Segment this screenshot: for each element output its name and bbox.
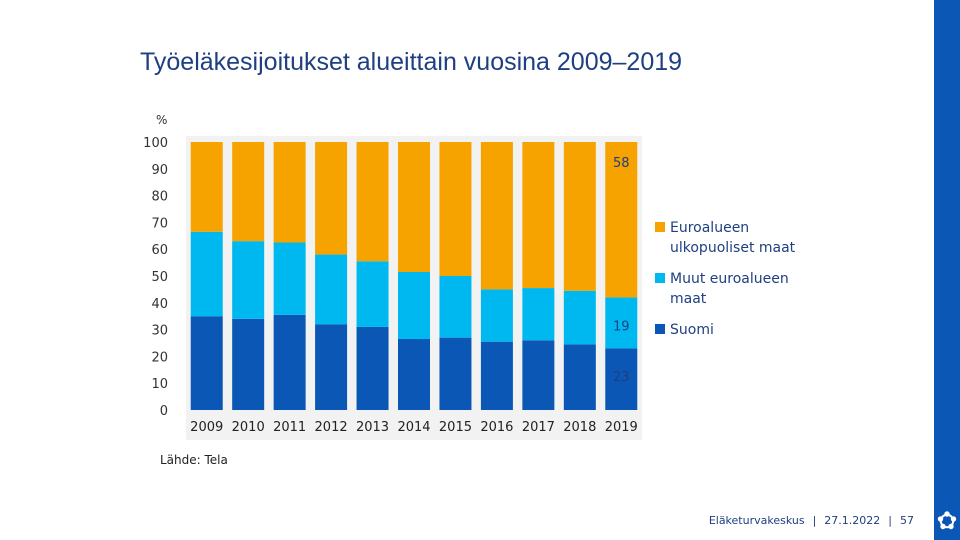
legend-swatch-lightblue [655, 273, 665, 283]
y-tick-label: 70 [151, 216, 168, 231]
bar-segment [315, 142, 348, 255]
x-tick-label: 2016 [480, 420, 513, 435]
bar-segment [605, 142, 638, 298]
bar-segment [190, 316, 223, 410]
footer-page-number: 57 [900, 514, 914, 527]
y-tick-label: 90 [151, 163, 168, 178]
y-tick-label: 100 [143, 136, 168, 151]
bar-segment [522, 142, 555, 289]
page-title: Työeläkesijoitukset alueittain vuosina 2… [140, 48, 683, 76]
bar-segment [480, 341, 513, 410]
bar-segment [273, 314, 306, 410]
legend-swatch-orange [655, 222, 665, 232]
bar-segment [563, 142, 596, 291]
bar-segment [232, 318, 265, 410]
brand-side-bar [934, 0, 960, 540]
legend-label-suomi: Suomi [670, 322, 714, 338]
bar-segment [232, 142, 265, 242]
data-label: 23 [613, 370, 630, 385]
data-label: 19 [613, 319, 630, 334]
footer-org: Eläketurvakeskus [708, 514, 805, 527]
x-tick-label: 2012 [315, 420, 348, 435]
y-tick-label: 20 [151, 350, 168, 365]
bar-segment [480, 142, 513, 290]
legend-swatch-darkblue [655, 324, 665, 334]
legend-label-muut-euroalueen: Muut euroalueen maat [670, 271, 789, 307]
x-tick-label: 2011 [273, 420, 306, 435]
brand-logo-icon [937, 511, 957, 530]
bar-segment [232, 241, 265, 319]
y-tick-label: 10 [151, 377, 168, 392]
footer-date: 27.1.2022 [824, 514, 881, 527]
x-tick-label: 2018 [563, 420, 596, 435]
footer: Eläketurvakeskus | 27.1.2022 | 57 [708, 514, 914, 527]
bar-segment [439, 337, 472, 410]
bar-segment [522, 288, 555, 341]
y-tick-label: 50 [151, 270, 168, 285]
bar-segment [273, 142, 306, 243]
bar-segment [605, 297, 638, 349]
x-tick-label: 2013 [356, 420, 389, 435]
x-tick-label: 2009 [190, 420, 223, 435]
bar-segment [563, 290, 596, 345]
bar-segment [315, 324, 348, 410]
bar-segment [356, 261, 389, 327]
x-tick-label: 2014 [397, 420, 430, 435]
bar-segment [480, 289, 513, 342]
bar-segment [273, 242, 306, 315]
bar-segment [439, 142, 472, 276]
bar-segment [356, 142, 389, 262]
legend-label-euroalueen-ulkopuoliset: Euroalueen ulkopuoliset maat [670, 220, 796, 256]
bar-segment [522, 340, 555, 410]
bar-segment [439, 276, 472, 338]
x-tick-label: 2017 [522, 420, 555, 435]
x-tick-label: 2015 [439, 420, 472, 435]
bar-segment [398, 142, 430, 272]
chart-source: Lähde: Tela [160, 453, 228, 467]
y-tick-label: 40 [151, 297, 168, 312]
x-tick-label: 2010 [232, 420, 265, 435]
stacked-bar-chart: % 0 10 20 30 40 50 60 70 80 90 100 2009 2010 2011 2012 2… [143, 113, 642, 440]
y-tick-label: 30 [151, 324, 168, 339]
bar-segment [605, 348, 638, 410]
bar-segment [398, 338, 430, 410]
bar-segment [315, 254, 348, 325]
bar-segment [398, 271, 430, 339]
bar-segment [190, 142, 223, 232]
y-tick-label: 0 [160, 404, 168, 419]
x-tick-label: 2019 [605, 420, 638, 435]
y-tick-label: 60 [151, 243, 168, 258]
bar-segment [356, 326, 389, 410]
data-label: 58 [613, 156, 630, 171]
bar-segment [190, 231, 223, 317]
bar-segment [563, 344, 596, 410]
y-axis-unit-label: % [156, 113, 167, 127]
y-tick-label: 80 [151, 190, 168, 205]
